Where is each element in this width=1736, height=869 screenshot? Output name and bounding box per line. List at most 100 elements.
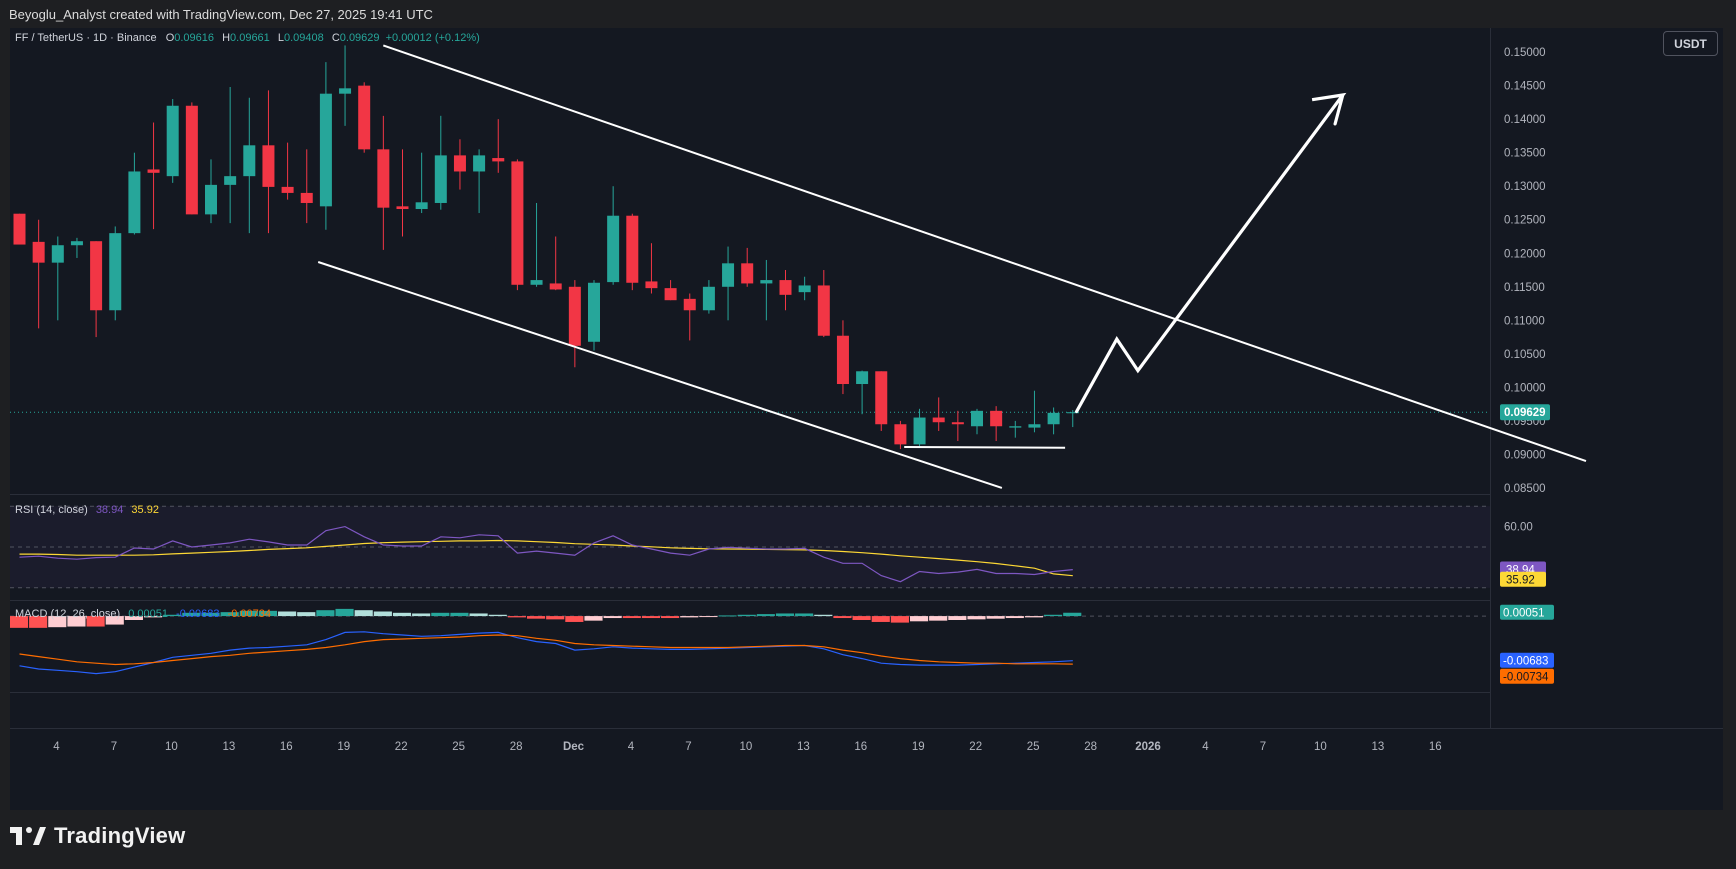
macd-histogram-bar[interactable] [565,616,584,622]
macd-histogram-bar[interactable] [775,613,795,617]
macd-histogram-bar[interactable] [852,616,871,620]
candle-body[interactable] [951,422,964,425]
candle-body[interactable] [722,263,735,287]
macd-histogram-bar[interactable] [890,616,909,623]
macd-histogram-bar[interactable] [335,608,354,617]
projection-arrow[interactable] [1074,92,1347,414]
macd-histogram-bar[interactable] [948,616,967,620]
candle-body[interactable] [875,371,888,425]
macd-histogram-bar[interactable] [1063,612,1082,617]
candle-body[interactable] [798,285,811,293]
candle-body[interactable] [817,285,830,336]
candle-body[interactable] [90,241,103,311]
macd-histogram-bar[interactable] [737,614,756,617]
macd-histogram-bar[interactable] [239,610,258,617]
candle-body[interactable] [300,192,313,203]
macd-histogram-bar[interactable] [48,616,67,628]
candle-body[interactable] [779,280,792,295]
candle-body[interactable] [224,176,237,185]
macd-histogram-bar[interactable] [354,610,373,617]
drawing-annotations[interactable] [317,44,1587,489]
candle-body[interactable] [530,280,543,285]
candle-body[interactable] [377,149,390,208]
macd-histogram-bar[interactable] [756,614,775,617]
candle-body[interactable] [932,417,945,423]
macd-histogram-bar[interactable] [163,614,182,617]
candle-body[interactable] [1066,412,1079,414]
chart-frame[interactable]: 60.00 38.94 35.92 0.00051 -0.00683 -0.00734 … [10,28,1723,810]
rsi-legend[interactable]: RSI (14, close) 38.94 35.92 [15,504,159,516]
candle-body[interactable] [147,169,160,173]
macd-histogram-bar[interactable] [795,613,814,617]
candle-body[interactable] [70,241,83,246]
macd-line[interactable] [19,631,1073,675]
macd-histogram-bar[interactable] [67,616,86,627]
macd-histogram-bar[interactable] [526,616,546,619]
macd-histogram-bar[interactable] [29,616,48,628]
macd-signal-line[interactable] [19,634,1073,666]
candle-body[interactable] [32,241,45,263]
macd-histogram-bar[interactable] [297,612,316,617]
candle-body[interactable] [319,93,332,207]
macd-histogram-bar[interactable] [258,610,278,617]
macd-legend[interactable]: MACD (12, 26, close) 0.00051 -0.00683 -0… [15,608,271,620]
price-pane[interactable] [10,45,1490,450]
macd-histogram-bar[interactable] [833,616,852,619]
candle-body[interactable] [683,298,696,311]
candle-body[interactable] [185,105,198,215]
macd-histogram-bar[interactable] [909,616,929,622]
time-axis[interactable]: 4 7 10 13 16 19 22 25 28 Dec 4 7 10 13 16 19 22 25 28 2026 4… [53,741,1441,753]
candle-body[interactable] [971,410,983,427]
macd-histogram-bar[interactable] [929,616,948,621]
macd-histogram-bar[interactable] [661,616,680,619]
macd-histogram-bar[interactable] [603,616,622,619]
candle-body[interactable] [13,213,26,245]
macd-histogram-bar[interactable] [10,616,29,628]
macd-histogram-bar[interactable] [699,616,718,618]
candle-body[interactable] [913,417,926,445]
macd-histogram-bar[interactable] [220,612,239,617]
candle-body[interactable] [128,171,141,234]
macd-histogram-bar[interactable] [373,611,392,617]
candle-body[interactable] [1028,424,1041,428]
price-axis[interactable]: 0.15000 0.14500 0.14000 0.13500 0.13000 0.125… [1500,47,1550,495]
candle-body[interactable] [702,286,715,311]
macd-histogram-bar[interactable] [507,616,526,618]
macd-histogram-bar[interactable] [450,612,469,617]
macd-histogram-bar[interactable] [641,616,661,619]
candle-body[interactable] [645,281,658,289]
rsi-line[interactable] [19,525,1073,583]
candle-body[interactable] [492,158,505,162]
macd-histogram-bar[interactable] [871,616,890,622]
candle-body[interactable] [166,105,179,177]
macd-histogram-bar[interactable] [431,612,450,617]
macd-histogram-bar[interactable] [124,616,143,620]
support-line[interactable] [904,446,1066,449]
macd-histogram-bar[interactable] [584,616,603,621]
candle-body[interactable] [511,161,524,285]
candle-body[interactable] [51,245,64,263]
macd-histogram-bar[interactable] [86,616,105,627]
macd-histogram-bar[interactable] [1005,616,1024,619]
symbol-legend[interactable]: FF / TetherUS · 1D · Binance O0.09616 H0… [15,32,480,44]
candle-body[interactable] [1009,426,1022,428]
macd-pane[interactable]: 0.00051 -0.00683 -0.00734 [10,604,1554,684]
rsi-pane[interactable]: 60.00 38.94 35.92 [10,505,1546,589]
candle-body[interactable] [760,280,773,284]
macd-histogram-bar[interactable] [546,616,565,620]
macd-histogram-bar[interactable] [680,616,699,618]
macd-histogram-bar[interactable] [143,616,163,618]
macd-histogram-bar[interactable] [986,616,1005,619]
candle-body[interactable] [626,215,639,283]
macd-histogram-bar[interactable] [182,612,201,617]
candle-body[interactable] [473,155,486,172]
rsi-ma-line[interactable] [19,539,1073,577]
macd-histogram-bar[interactable] [278,611,297,617]
candle-body[interactable] [453,155,466,172]
candle-body[interactable] [415,202,428,210]
macd-histogram-bar[interactable] [622,616,641,619]
macd-histogram-bar[interactable] [967,616,986,620]
macd-histogram-bar[interactable] [316,610,335,617]
candle-body[interactable] [1047,412,1060,425]
candle-body[interactable] [262,145,275,187]
